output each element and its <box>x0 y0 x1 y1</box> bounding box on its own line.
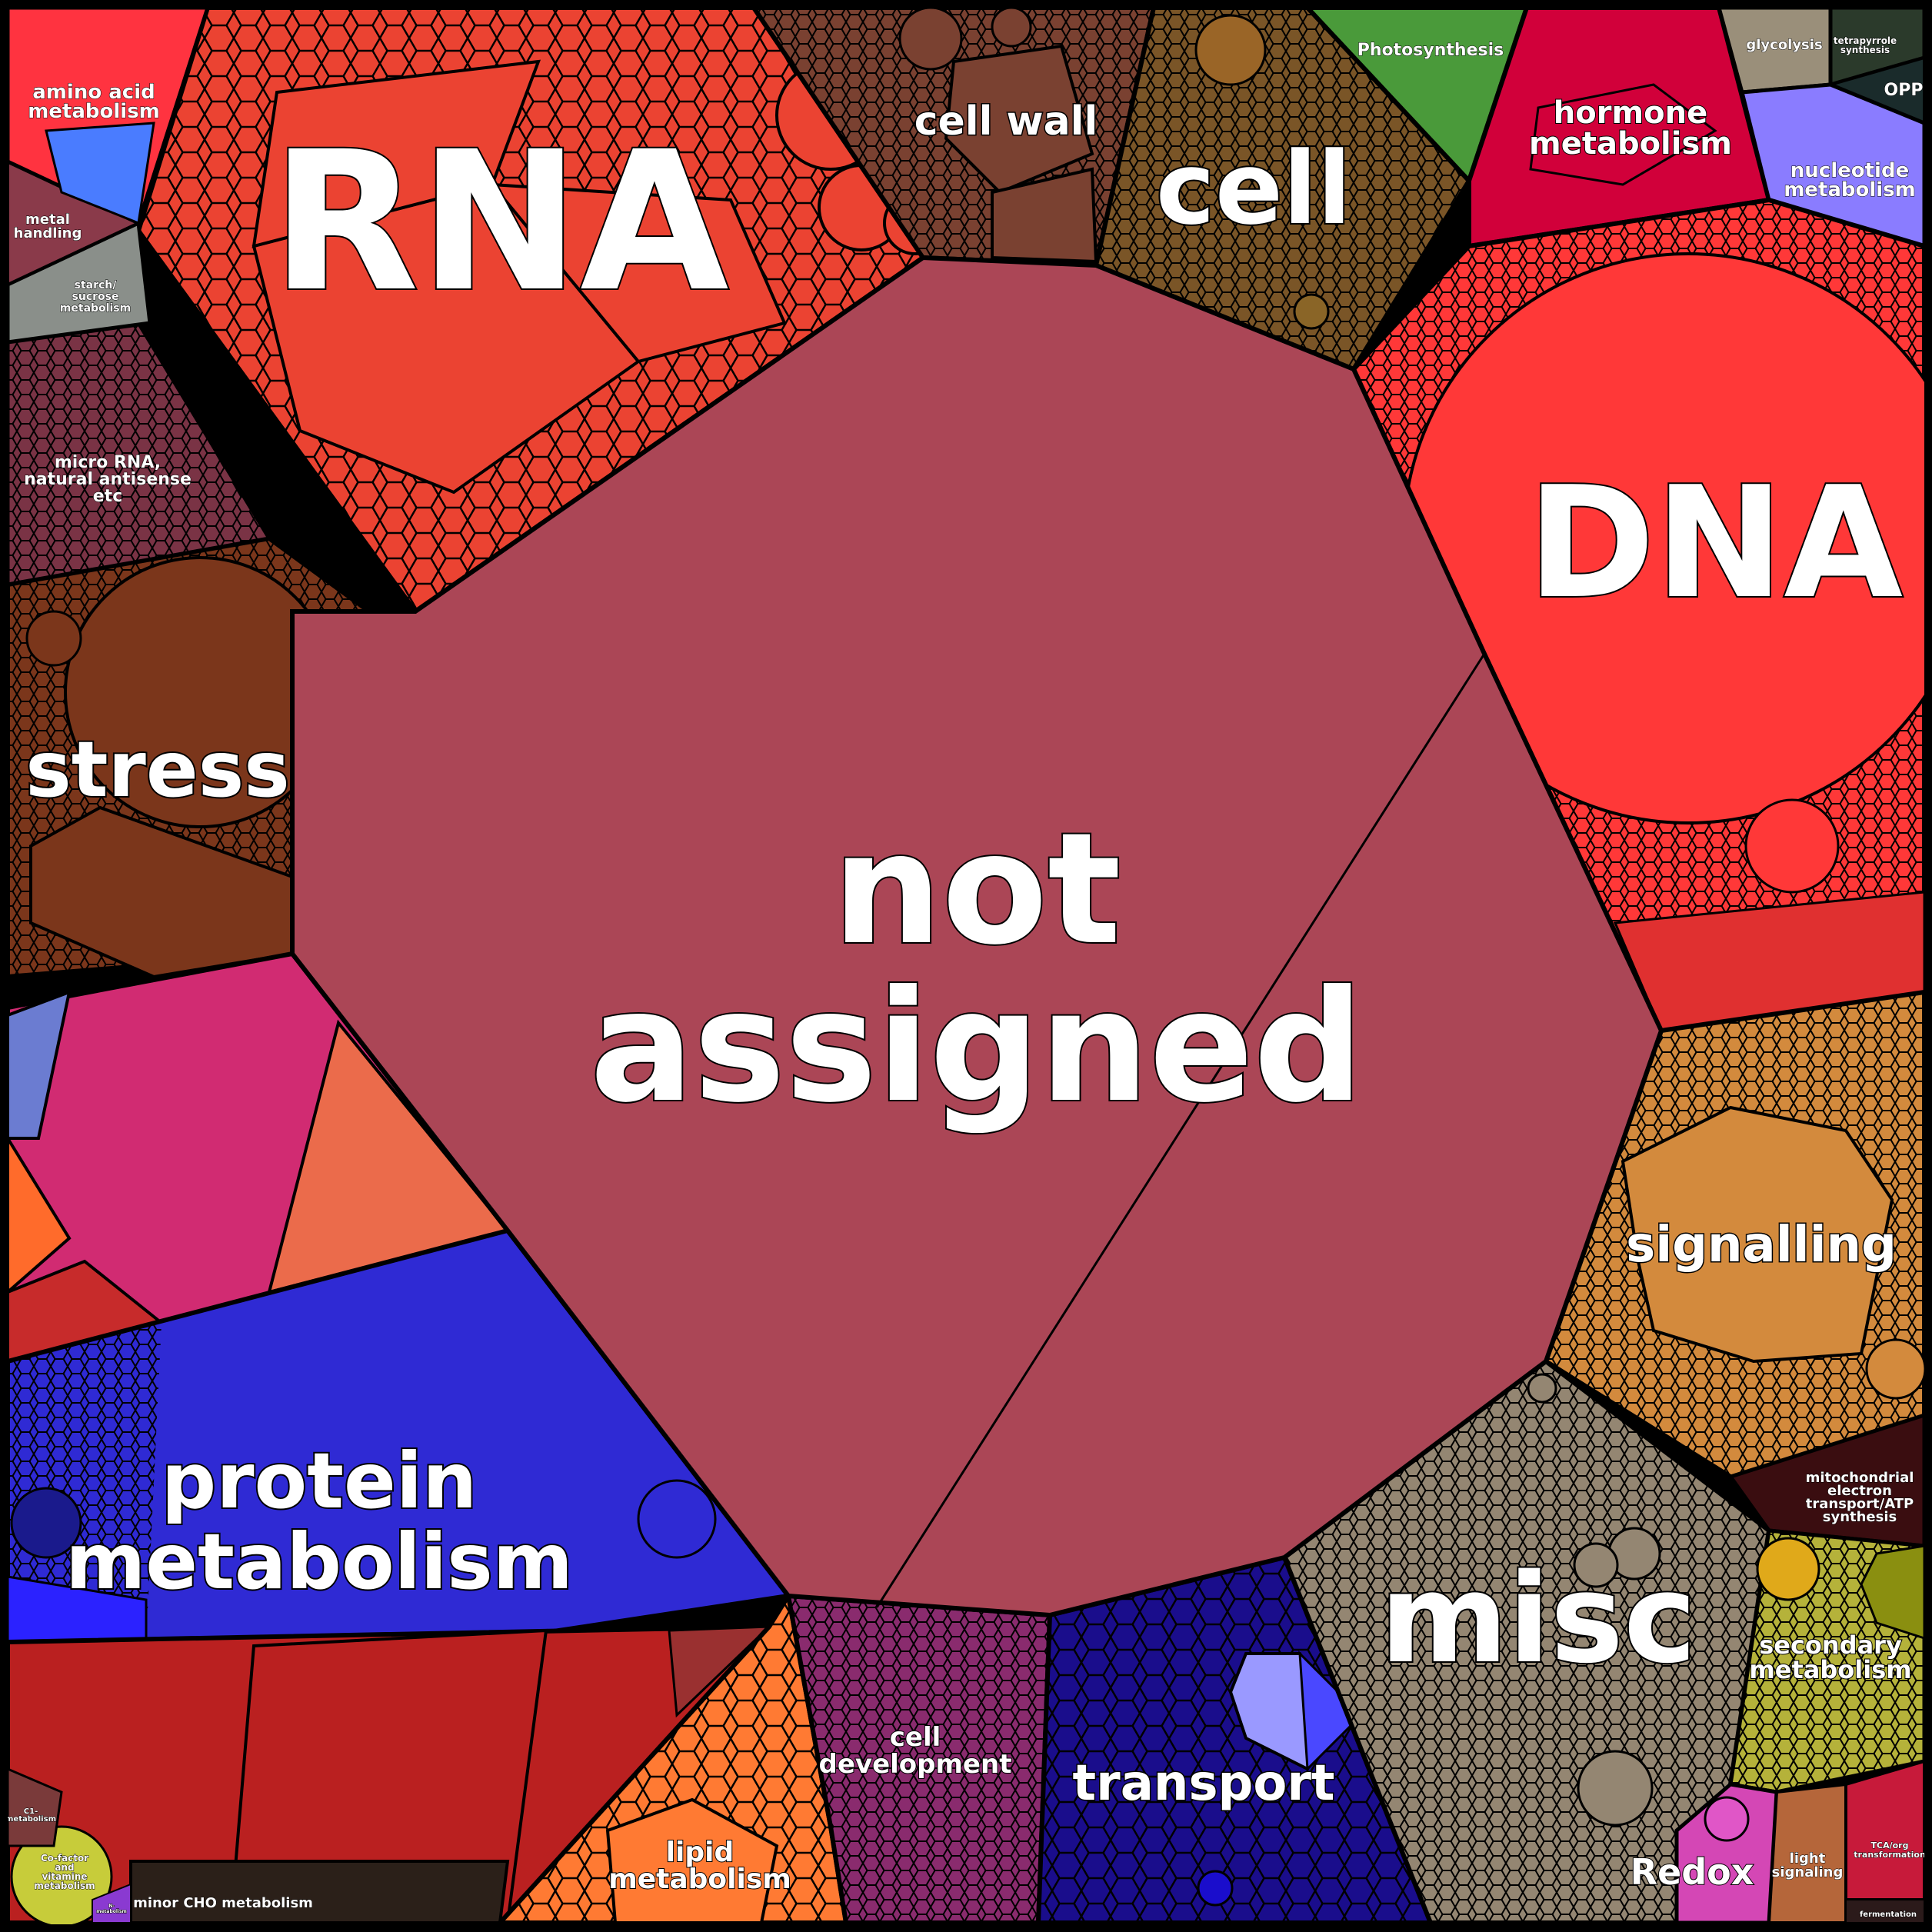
region-transport[interactable] <box>1035 1554 1434 1925</box>
label-cofactor-line2: and <box>55 1862 74 1873</box>
label-tetrapyrrole-line2: synthesis <box>1840 45 1890 55</box>
label-lipid-line1: lipid <box>666 1837 734 1868</box>
region-lower-red[interactable] <box>5 1624 774 1925</box>
region-lipid-metabolism[interactable] <box>495 1589 849 1925</box>
label-secondary-line2: metabolism <box>1749 1655 1911 1684</box>
label-cofactor-line3: vitamine <box>42 1871 87 1882</box>
label-starch-line2: sucrose <box>72 291 119 303</box>
label-misc: misc <box>1380 1547 1697 1690</box>
label-lipid-line2: metabolism <box>608 1864 791 1895</box>
label-nucleotide-line2: metabolism <box>1784 178 1916 202</box>
label-metal-line1: metal <box>25 212 70 228</box>
region-cell-wall[interactable] <box>749 5 1157 268</box>
label-fermentation: fermentation <box>1860 1910 1917 1919</box>
label-tca-line2: transformation <box>1854 1850 1926 1860</box>
label-c1-line2: metabolism <box>5 1815 56 1824</box>
label-glycolysis: glycolysis <box>1746 37 1822 53</box>
label-cofactor-line4: metabolism <box>34 1880 95 1891</box>
label-mito-line1: mitochondrial <box>1806 1470 1914 1486</box>
label-mirna-line1: micro RNA, <box>55 453 161 472</box>
label-tetrapyrrole-line1: tetrapyrrole <box>1834 35 1897 46</box>
region-enzyme-families[interactable] <box>5 951 512 1364</box>
label-cell: cell <box>1156 130 1351 247</box>
region-tca-org-transformation[interactable] <box>1844 1759 1926 1901</box>
label-secondary-line1: secondary <box>1759 1631 1902 1660</box>
label-amino-line1: amino acid <box>32 81 155 104</box>
label-photosynthesis: Photosynthesis <box>1357 41 1504 60</box>
label-light-line2: signaling <box>1772 1864 1844 1880</box>
region-cell-development[interactable] <box>785 1593 1053 1925</box>
label-cell-development-line2: development <box>819 1749 1012 1780</box>
label-not-assigned-line2: assigned <box>590 958 1364 1137</box>
label-stress: stress <box>25 724 290 814</box>
label-protein-line1: protein <box>162 1436 478 1526</box>
region-stress[interactable] <box>5 535 372 980</box>
label-transport: transport <box>1073 1755 1335 1812</box>
region-hormone-metabolism[interactable] <box>1467 5 1772 249</box>
labels: not assigned RNA DNA cell cell wall stre… <box>5 35 1927 1920</box>
label-n-line2: metabolism <box>96 1909 127 1914</box>
label-minor-cho: minor CHO metabolism <box>133 1895 313 1911</box>
region-cell[interactable] <box>1093 5 1472 372</box>
label-light-line1: light <box>1790 1850 1826 1867</box>
label-amino-line2: metabolism <box>28 100 160 123</box>
label-nucleotide-line1: nucleotide <box>1790 159 1909 182</box>
region-not-assigned[interactable] <box>290 255 1664 1618</box>
region-signalling[interactable] <box>1543 989 1927 1479</box>
label-starch-line3: metabolism <box>60 302 131 315</box>
label-signalling: signalling <box>1626 1217 1897 1274</box>
label-hormone-line2: metabolism <box>1529 126 1732 162</box>
region-n-metabolism[interactable] <box>92 1883 132 1924</box>
label-not-assigned-line1: not <box>832 800 1121 979</box>
region-protein-metabolism[interactable] <box>5 1227 793 1645</box>
region-minor-cho-metabolism[interactable] <box>129 1860 510 1924</box>
label-mito-line3: transport/ATP <box>1806 1496 1914 1512</box>
region-rna[interactable] <box>135 5 948 615</box>
label-cell-development-line1: cell <box>890 1722 941 1753</box>
region-dna[interactable] <box>1351 197 1932 1034</box>
label-redox: Redox <box>1631 1851 1754 1893</box>
label-opp: OPP <box>1884 81 1924 100</box>
label-mito-line4: synthesis <box>1823 1509 1897 1525</box>
label-cofactor-line1: Co-factor <box>41 1853 88 1864</box>
label-dna: DNA <box>1527 454 1903 633</box>
label-n-line1: N- <box>108 1904 115 1909</box>
label-rna: RNA <box>271 110 728 334</box>
region-secondary-metabolism[interactable] <box>1728 1528 1927 1794</box>
label-mito-line2: electron <box>1827 1483 1892 1499</box>
label-mirna-line3: etc <box>93 487 122 506</box>
label-metal-line2: handling <box>14 225 82 242</box>
label-tca-line1: TCA/org <box>1871 1840 1909 1850</box>
label-mirna-line2: natural antisense <box>24 470 192 489</box>
label-protein-line2: metabolism <box>65 1517 573 1607</box>
region-misc[interactable] <box>1281 1358 1772 1925</box>
label-c1-line1: C1- <box>24 1807 38 1816</box>
label-starch-line1: starch/ <box>75 279 118 291</box>
label-hormone-line1: hormone <box>1554 95 1707 131</box>
label-cell-wall: cell wall <box>914 98 1098 145</box>
